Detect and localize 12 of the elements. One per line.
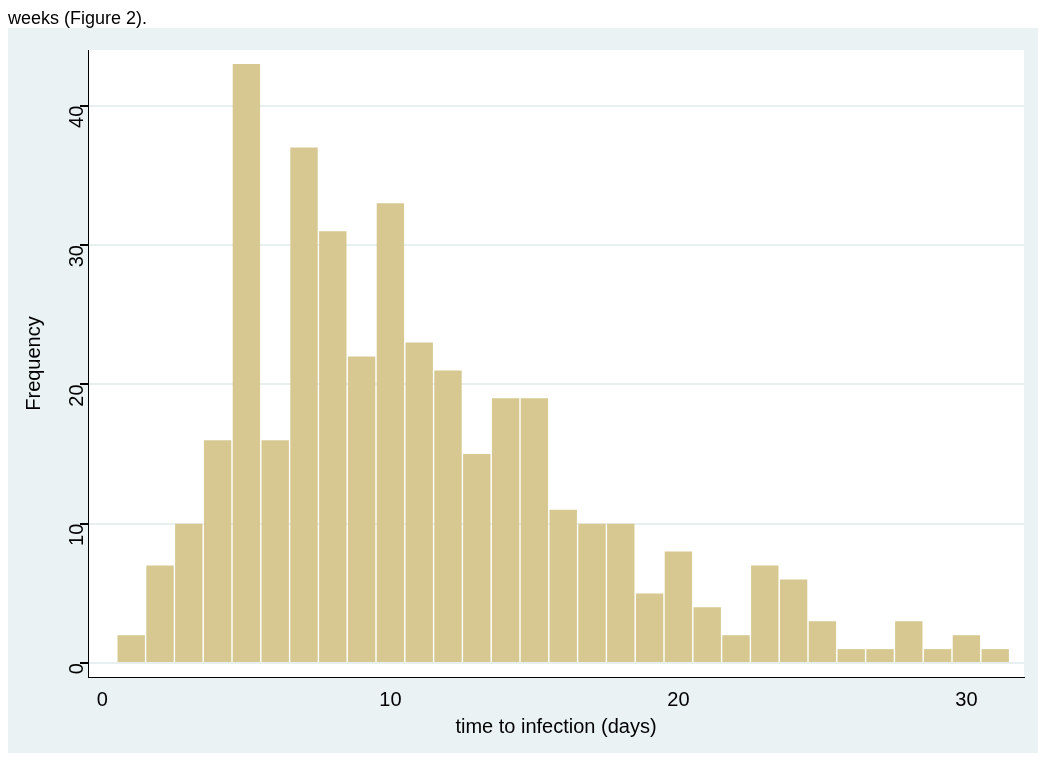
y-tick-label: 30 [64, 245, 87, 268]
x-tick-label: 30 [955, 687, 978, 710]
y-tick-label: 40 [64, 105, 87, 128]
y-tick-label: 0 [64, 663, 87, 675]
x-axis-title: time to infection (days) [455, 714, 657, 737]
x-tick-label: 0 [96, 687, 108, 710]
y-tick-label: 10 [64, 523, 87, 546]
y-tick-label: 20 [64, 384, 87, 407]
y-axis-title: Frequency [21, 316, 44, 411]
x-tick-label: 10 [379, 687, 402, 710]
x-tick-label: 20 [667, 687, 690, 710]
text: weeks (Figure 2). [8, 8, 149, 28]
